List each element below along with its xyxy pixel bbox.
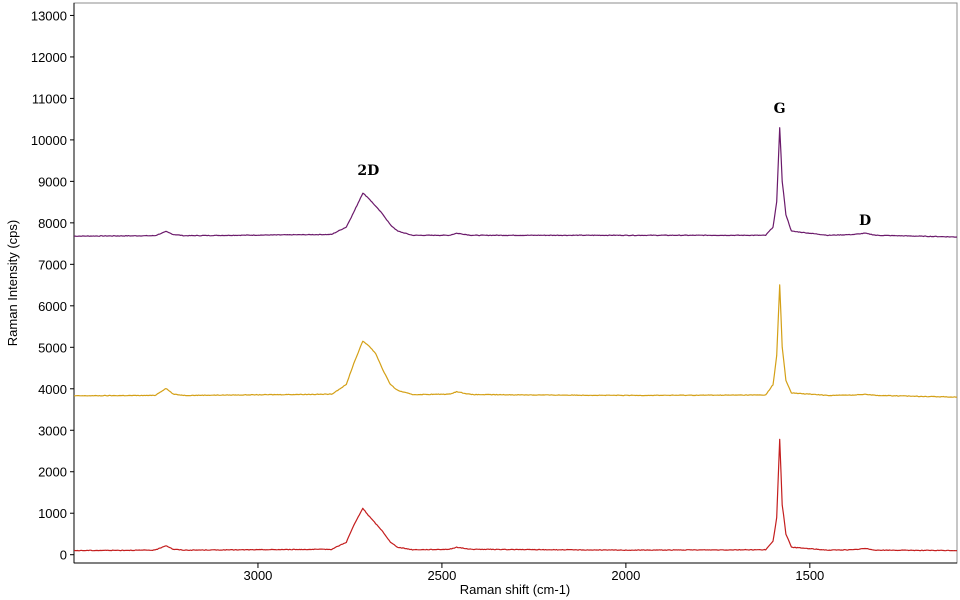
y-tick-label: 3000 — [38, 423, 67, 438]
y-axis-title: Raman Intensity (cps) — [5, 220, 20, 346]
y-tick-label: 4000 — [38, 382, 67, 397]
x-tick-label: 2500 — [427, 568, 456, 583]
y-tick-label: 10000 — [31, 133, 67, 148]
y-tick-label: 11000 — [32, 91, 67, 106]
y-tick-label: 5000 — [38, 340, 67, 355]
x-tick-label: 1500 — [795, 568, 824, 583]
x-tick-label: 3000 — [243, 568, 272, 583]
series-group — [73, 127, 958, 552]
y-tick-label: 9000 — [38, 174, 67, 189]
peak-label-g: G — [774, 101, 786, 117]
y-tick-label: 0 — [60, 548, 67, 563]
x-tick-label: 2000 — [611, 568, 640, 583]
spectrum-line-1 — [74, 127, 958, 238]
spectrum-line-3 — [73, 438, 958, 552]
peak-annotations: 2D G D — [357, 101, 871, 229]
y-tick-label: 8000 — [38, 216, 67, 231]
y-tick-label: 2000 — [38, 465, 67, 480]
y-tick-label: 1000 — [38, 506, 67, 521]
y-tick-label: 7000 — [38, 257, 67, 272]
peak-label-2d: 2D — [357, 163, 379, 179]
x-axis-title: Raman shift (cm-1) — [460, 582, 571, 597]
x-axis-ticks: 3000 2500 2000 1500 — [243, 563, 824, 583]
spectrum-line-2 — [73, 284, 958, 398]
y-tick-label: 6000 — [38, 299, 67, 314]
y-tick-label: 13000 — [31, 8, 67, 23]
peak-label-d: D — [859, 213, 871, 229]
y-tick-label: 12000 — [31, 50, 67, 65]
plot-area — [73, 2, 958, 564]
y-axis-ticks: 0 1000 2000 3000 4000 5000 6000 7000 8000 9000 100… — [31, 8, 74, 563]
